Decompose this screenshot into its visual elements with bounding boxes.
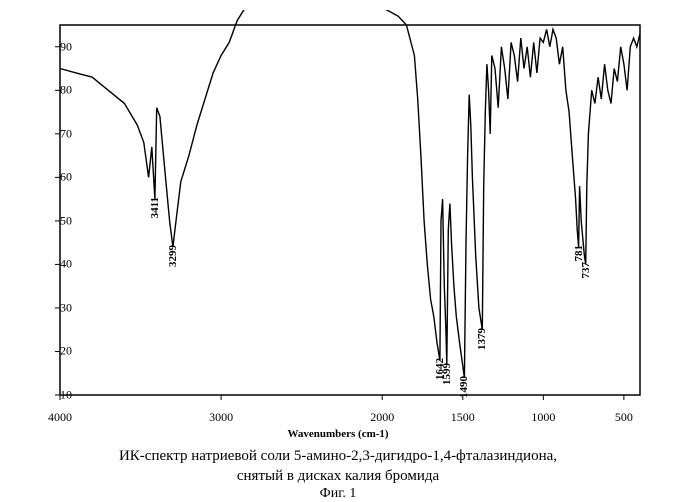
y-tick-label: 90 <box>42 39 72 54</box>
spectrum-svg <box>40 10 660 410</box>
x-tick-label: 2000 <box>370 410 394 425</box>
x-axis-label: Wavenumbers (cm-1) <box>0 428 676 440</box>
ir-spectrum-plot <box>40 10 660 410</box>
figure-container: 10 20 30 40 50 60 70 80 90 4000 3000 2000 1500 1000 5… <box>0 0 676 500</box>
y-tick-label: 70 <box>42 126 72 141</box>
y-tick-label: 30 <box>42 300 72 315</box>
caption-line-2: снятый в дисках калия бромида <box>0 468 676 485</box>
peak-label: 1599 <box>441 363 453 385</box>
x-tick-label: 3000 <box>209 410 233 425</box>
peak-label: 737 <box>580 262 592 279</box>
spectrum-line <box>60 10 640 378</box>
y-tick-label: 80 <box>42 83 72 98</box>
y-tick-label: 60 <box>42 170 72 185</box>
plot-frame <box>60 25 640 395</box>
x-tick-label: 4000 <box>48 410 72 425</box>
caption-line-1: ИК-спектр натриевой соли 5-амино-2,3-диг… <box>0 448 676 465</box>
y-tick-label: 40 <box>42 257 72 272</box>
y-tick-label: 50 <box>42 213 72 228</box>
peak-label: 3411 <box>149 197 161 218</box>
peak-label: 1490 <box>458 376 470 398</box>
y-tick-label: 10 <box>42 388 72 403</box>
x-tick-label: 500 <box>615 410 633 425</box>
y-tick-label: 20 <box>42 344 72 359</box>
x-tick-label: 1000 <box>531 410 555 425</box>
peak-label: 1379 <box>476 328 488 350</box>
x-tick-label: 1500 <box>451 410 475 425</box>
peak-label: 3299 <box>167 245 179 267</box>
peak-label: 781 <box>573 245 585 262</box>
